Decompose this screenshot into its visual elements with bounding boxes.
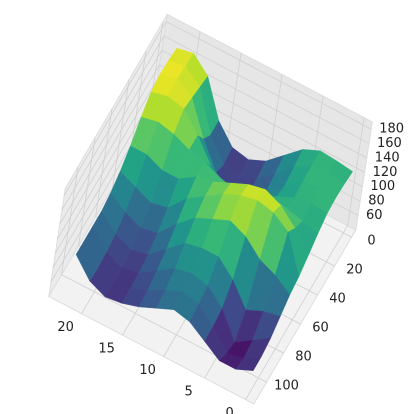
grid-line — [166, 21, 372, 130]
grid-line — [112, 79, 130, 188]
grid-line — [163, 35, 370, 144]
grid-line — [347, 117, 365, 226]
z-tick-label: 100 — [370, 179, 395, 194]
grid-line — [245, 225, 348, 400]
x-tick-label: 15 — [98, 342, 115, 357]
z-tick-label: 80 — [368, 194, 385, 209]
grid-line — [95, 108, 113, 217]
y-tick-label: 100 — [274, 379, 299, 394]
grid-line — [63, 21, 167, 196]
y-tick-label: 20 — [346, 263, 363, 278]
grid-line — [59, 50, 163, 225]
z-tick-label: 140 — [375, 150, 400, 165]
y-tick-label: 80 — [295, 350, 312, 365]
z-tick-label: 60 — [366, 208, 383, 223]
grid-line — [55, 78, 158, 254]
z-tick-label: 160 — [377, 136, 402, 151]
grid-line — [61, 166, 79, 275]
z-tick-label: 120 — [373, 165, 398, 180]
grid-line — [52, 93, 156, 268]
grid-line — [78, 137, 96, 246]
x-tick-label: 20 — [57, 320, 74, 335]
y-tick-label: 60 — [312, 321, 329, 336]
y-tick-label: 40 — [329, 292, 346, 307]
x-tick-label: 10 — [139, 363, 156, 378]
y-tick-label: 0 — [367, 234, 375, 249]
grid-line — [57, 64, 160, 239]
x-tick-label: 5 — [184, 385, 192, 400]
surface-patch — [235, 355, 262, 371]
z-tick-label: 180 — [379, 122, 404, 137]
grid-line — [61, 35, 165, 211]
x-tick-label: 0 — [225, 406, 233, 414]
